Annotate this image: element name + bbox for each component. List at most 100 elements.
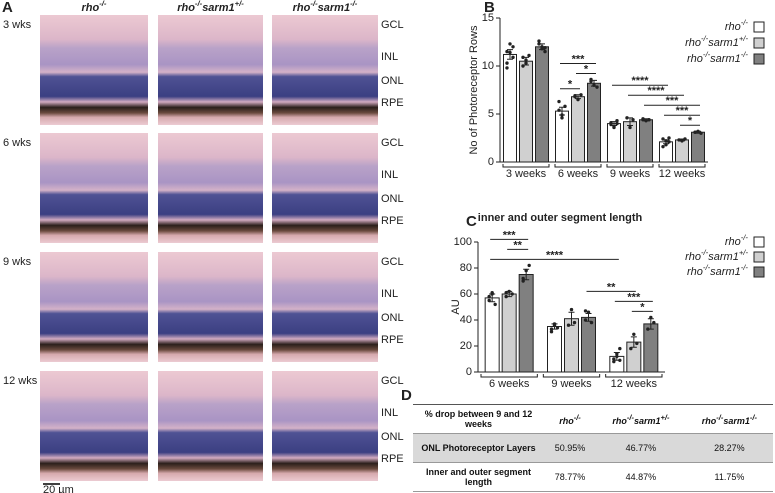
data-point [537,42,541,46]
y-tick-label: 15 [482,12,494,24]
label-part: +/- [235,0,245,8]
label-part: -/- [741,50,749,59]
data-point [572,320,577,325]
label-part: -/- [741,263,749,272]
data-point [667,136,671,140]
histology-image [40,252,148,362]
layer-label: RPE [381,453,404,465]
header-cell: rho-/- [544,404,596,434]
label-part: -/- [195,0,203,8]
significance-label: **** [546,249,564,261]
bar [571,96,585,163]
header-cell: rho-/-sarm1+/- [596,404,686,434]
data-point [647,118,651,122]
label-part: rho [293,2,311,14]
histology-image [272,133,378,243]
x-tick-label: 9 weeks [610,168,651,180]
bar [643,323,659,373]
x-tick-label: 3 weeks [506,168,547,180]
data-point [549,327,554,331]
category-bracket [542,374,601,378]
data-point [615,354,619,359]
label-part: rho [82,2,100,14]
legend-label: rho-/- [725,233,749,248]
label-part: +/- [660,412,670,422]
data-point [524,61,528,65]
significance-label: * [688,115,693,127]
label-part: sarm1 [318,2,350,14]
label-part: -/- [701,34,709,43]
data-point [552,322,557,326]
data-point [629,346,633,351]
layer-label: INL [381,169,398,181]
label-part: -/- [741,233,749,242]
data-point [661,144,665,149]
category-bracket [502,164,550,168]
data-point [505,61,509,65]
label-part: rho [701,415,717,426]
label-part: -/- [716,412,724,422]
significance-label: * [584,63,589,75]
data-point [521,64,525,68]
y-tick-label: 40 [460,314,472,326]
label-part: rho [685,251,701,263]
histology-image [158,371,263,481]
legend-label: rho-/-sarm1+/- [685,248,748,263]
summary-table: % drop between 9 and 12 weeks rho-/- rho… [413,404,773,492]
x-tick-label: 6 weeks [558,168,599,180]
data-point [560,113,564,117]
label-part: rho [177,2,195,14]
data-point [631,118,635,122]
data-point [646,327,650,331]
header-cell: rho-/-sarm1-/- [685,404,773,434]
layer-label: GCL [381,256,404,268]
label-part: sarm1 [708,251,739,263]
label-part: -/- [350,0,358,8]
x-tick-label: 12 weeks [611,378,658,390]
data-point [573,95,577,99]
bar [564,318,579,373]
data-point [609,122,613,127]
y-tick-label: 5 [488,108,494,120]
layer-label: GCL [381,137,404,149]
significance-label: ** [607,281,616,293]
y-tick-label: 10 [482,60,494,72]
label-part: -/- [573,412,581,422]
data-point [524,268,528,273]
data-point [667,140,671,144]
data-point [589,79,593,84]
label-part: -/- [749,412,758,422]
data-point [615,121,619,126]
category-bracket [606,164,654,168]
row-label: 9 wks [3,256,32,268]
data-point [661,137,665,141]
histology-image [158,133,263,243]
data-point [493,302,497,307]
legend-label: rho-/-sarm1-/- [687,50,748,65]
label-part: -/- [99,0,107,8]
data-point [612,359,616,364]
data-point [612,357,616,361]
label-part: -/- [703,50,711,59]
significance-label: ** [513,239,522,251]
data-point [583,309,588,313]
bar [581,316,596,373]
data-point [560,116,564,120]
histology-image [272,371,378,481]
data-point [487,298,491,303]
layer-label: INL [381,51,398,63]
data-point [521,276,525,281]
data-point [490,291,494,295]
label-part: rho [687,266,703,278]
data-point [504,291,508,295]
table-header: % drop between 9 and 12 weeks rho-/- rho… [413,404,773,434]
label-part: -/- [741,18,749,27]
layer-label: ONL [381,431,404,443]
x-tick-label: 6 weeks [489,378,530,390]
layer-label: RPE [381,334,404,346]
data-point [563,104,567,109]
data-point [635,341,639,346]
significance-label: *** [572,53,586,65]
data-point [487,294,491,299]
